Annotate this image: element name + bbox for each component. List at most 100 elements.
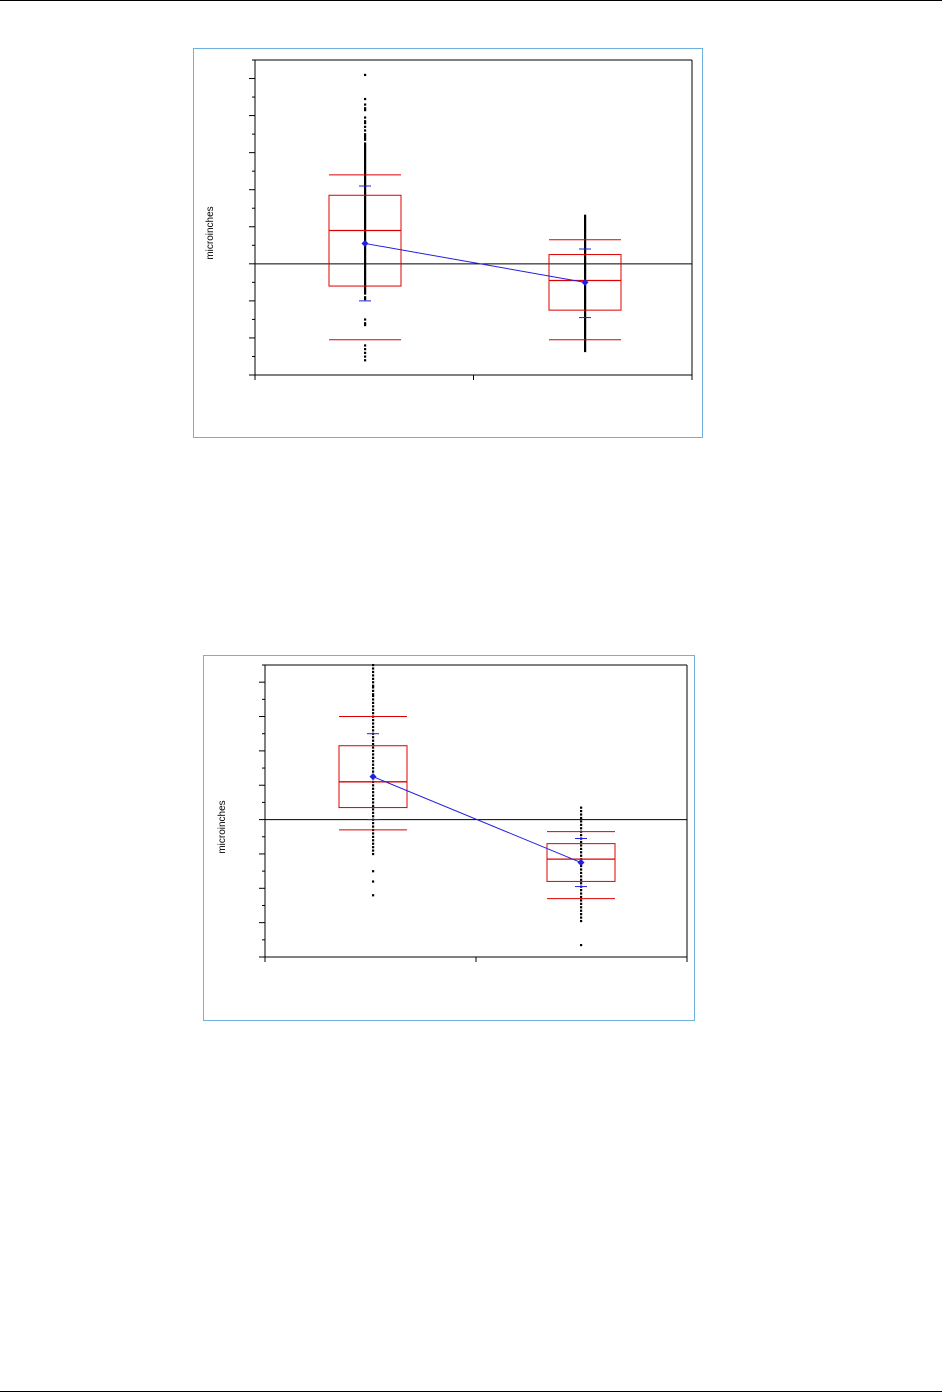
data-point — [372, 670, 375, 674]
box-iqr — [546, 843, 616, 882]
data-point — [372, 846, 375, 849]
data-point — [584, 314, 587, 317]
data-point — [584, 273, 587, 277]
data-point — [364, 125, 367, 128]
data-point — [372, 791, 375, 794]
data-point — [364, 231, 367, 234]
data-point — [584, 260, 587, 264]
data-point — [372, 712, 375, 715]
data-point — [372, 736, 375, 739]
data-point — [584, 286, 587, 290]
data-point — [364, 277, 367, 280]
data-point — [372, 684, 375, 687]
data-point — [372, 767, 375, 770]
data-point — [364, 155, 367, 158]
data-point — [372, 746, 375, 749]
data-point — [372, 825, 375, 828]
data-point — [580, 844, 583, 847]
data-point — [584, 275, 587, 278]
data-point — [364, 183, 367, 186]
data-point — [364, 134, 367, 138]
data-point — [372, 729, 375, 732]
data-point — [364, 116, 367, 119]
data-point — [364, 279, 367, 282]
mean-connect-line — [364, 242, 586, 283]
data-point — [372, 804, 375, 808]
page-bottom-rule — [0, 1391, 942, 1392]
data-point — [584, 244, 587, 247]
data-point — [372, 756, 375, 759]
data-point — [580, 847, 583, 850]
data-point — [364, 147, 367, 151]
data-point — [372, 749, 375, 753]
data-point — [364, 238, 367, 241]
data-point — [584, 233, 587, 236]
data-point — [364, 222, 367, 225]
data-point — [364, 159, 367, 162]
data-point — [584, 227, 587, 230]
data-point — [584, 272, 587, 275]
data-point — [584, 277, 587, 280]
data-point — [372, 808, 375, 811]
data-point — [584, 288, 587, 291]
data-point — [364, 283, 367, 286]
data-point — [584, 236, 587, 240]
data-point — [372, 787, 375, 790]
y-axis-label: microinches — [205, 206, 216, 259]
data-point — [364, 348, 367, 351]
data-point — [364, 199, 367, 203]
data-point — [364, 260, 367, 264]
data-point — [372, 698, 375, 701]
data-point — [364, 259, 367, 262]
data-point — [364, 160, 367, 164]
data-point — [372, 811, 375, 814]
data-point — [580, 892, 583, 895]
data-point — [372, 753, 375, 756]
data-point — [364, 209, 367, 212]
data-point — [584, 223, 587, 227]
data-point — [584, 222, 587, 225]
data-point — [580, 943, 583, 947]
data-point — [364, 323, 367, 327]
data-point — [580, 840, 583, 844]
data-point — [580, 806, 583, 809]
data-point — [364, 296, 367, 299]
data-point — [364, 257, 367, 260]
data-point — [372, 784, 375, 787]
data-point — [364, 225, 367, 228]
data-point — [584, 301, 587, 304]
data-point — [372, 693, 375, 696]
data-point — [584, 312, 587, 316]
data-point — [580, 909, 583, 912]
data-point — [372, 677, 375, 680]
data-point — [580, 878, 583, 881]
data-point — [364, 181, 367, 184]
data-point — [364, 236, 367, 240]
data-point — [584, 262, 587, 266]
data-point — [364, 133, 367, 136]
mean-marker — [581, 278, 589, 286]
data-point — [364, 212, 367, 215]
data-point — [364, 272, 367, 275]
data-point — [364, 190, 367, 193]
data-point — [584, 342, 587, 345]
data-point — [364, 186, 367, 190]
mean-marker — [369, 773, 377, 781]
data-point — [584, 242, 587, 245]
data-point — [584, 331, 587, 334]
data-point — [580, 916, 583, 919]
data-point — [372, 667, 375, 670]
data-point — [580, 889, 583, 892]
data-point — [584, 322, 587, 325]
data-point — [584, 296, 587, 299]
data-point — [364, 103, 367, 106]
data-point — [364, 268, 367, 271]
data-point — [364, 214, 367, 217]
data-point — [364, 288, 367, 291]
data-point — [584, 307, 587, 310]
data-point — [364, 227, 367, 230]
data-point — [584, 348, 587, 351]
data-point — [364, 175, 367, 178]
data-point — [580, 868, 583, 871]
